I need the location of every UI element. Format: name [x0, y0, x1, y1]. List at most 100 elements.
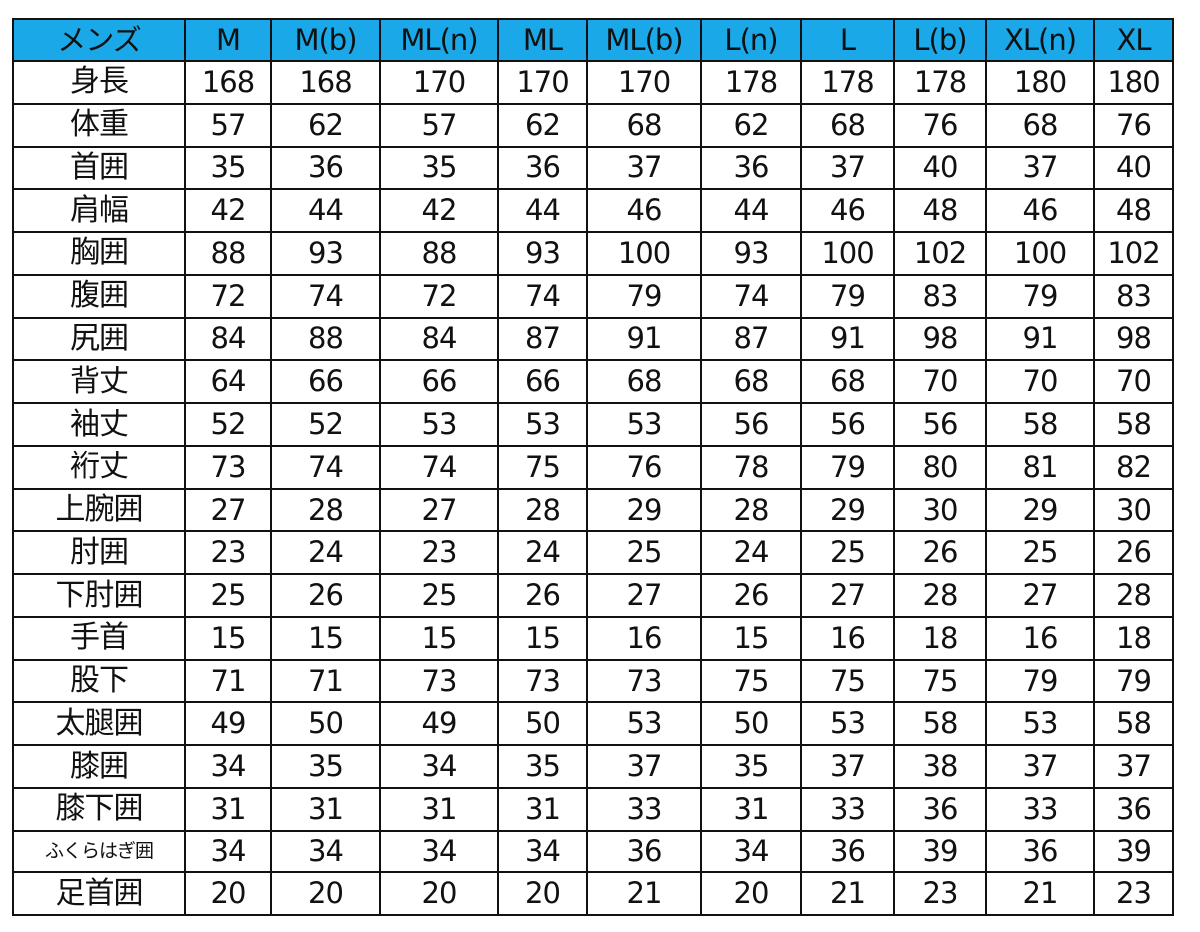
table-cell: 79	[586, 273, 702, 319]
row-label: 膝下囲	[12, 787, 186, 832]
table-cell: 98	[1093, 316, 1174, 362]
table-cell: 49	[184, 701, 272, 747]
table-cell: 48	[1093, 188, 1174, 234]
table-cell: 31	[270, 787, 381, 832]
row-label: 裄丈	[12, 444, 186, 490]
table-cell: 44	[700, 188, 802, 234]
table-cell: 36	[586, 829, 702, 874]
row-label: 肘囲	[12, 530, 186, 576]
table-cell: 78	[700, 444, 802, 490]
table-cell: 73	[497, 658, 588, 704]
table-cell: 180	[1093, 60, 1174, 105]
table-cell: 36	[497, 145, 588, 191]
table-cell: 66	[379, 359, 499, 405]
table-cell: 52	[184, 402, 272, 447]
table-cell: 84	[184, 316, 272, 362]
table-cell: 70	[1093, 359, 1174, 405]
header-size: L	[800, 18, 895, 62]
table-cell: 23	[379, 530, 499, 576]
table-cell: 79	[800, 444, 895, 490]
table-cell: 58	[985, 402, 1095, 447]
table-cell: 72	[379, 273, 499, 319]
table-cell: 53	[586, 402, 702, 447]
table-row: 股下 71 71 73 73 73 75 75 75 79 79	[12, 658, 1174, 704]
table-cell: 37	[800, 744, 895, 790]
table-cell: 88	[379, 231, 499, 276]
table-cell: 75	[700, 658, 802, 704]
table-cell: 25	[985, 530, 1095, 576]
table-cell: 56	[800, 402, 895, 447]
table-cell: 29	[800, 487, 895, 533]
table-cell: 170	[497, 60, 588, 105]
table-cell: 91	[800, 316, 895, 362]
table-cell: 28	[1093, 573, 1174, 618]
table-cell: 46	[800, 188, 895, 234]
table-cell: 38	[893, 744, 987, 790]
table-cell: 82	[1093, 444, 1174, 490]
table-cell: 37	[586, 145, 702, 191]
row-label: 膝囲	[12, 744, 186, 790]
table-cell: 26	[270, 573, 381, 618]
row-label: 袖丈	[12, 402, 186, 447]
table-cell: 168	[270, 60, 381, 105]
table-cell: 62	[700, 102, 802, 148]
table-cell: 93	[497, 231, 588, 276]
table-cell: 37	[586, 744, 702, 790]
table-cell: 28	[893, 573, 987, 618]
table-cell: 44	[497, 188, 588, 234]
table-cell: 87	[497, 316, 588, 362]
table-cell: 44	[270, 188, 381, 234]
table-cell: 74	[270, 273, 381, 319]
table-cell: 25	[586, 530, 702, 576]
table-cell: 15	[270, 615, 381, 661]
table-cell: 75	[893, 658, 987, 704]
header-category: メンズ	[12, 18, 186, 62]
row-label: 首囲	[12, 145, 186, 191]
table-cell: 35	[379, 145, 499, 191]
table-cell: 48	[893, 188, 987, 234]
table-cell: 79	[800, 273, 895, 319]
table-cell: 16	[985, 615, 1095, 661]
table-cell: 74	[497, 273, 588, 319]
header-size: M(b)	[270, 18, 381, 62]
table-cell: 36	[800, 829, 895, 874]
table-cell: 64	[184, 359, 272, 405]
table-cell: 52	[270, 402, 381, 447]
table-cell: 84	[379, 316, 499, 362]
table-cell: 24	[497, 530, 588, 576]
row-label: 尻囲	[12, 316, 186, 362]
table-cell: 178	[893, 60, 987, 105]
table-row: ふくらはぎ囲 34 34 34 34 36 34 36 39 36 39	[12, 829, 1174, 874]
table-row: 胸囲 88 93 88 93 100 93 100 102 100 102	[12, 231, 1174, 276]
table-cell: 53	[379, 402, 499, 447]
table-cell: 98	[893, 316, 987, 362]
table-cell: 75	[497, 444, 588, 490]
table-row: 下肘囲 25 26 25 26 27 26 27 28 27 28	[12, 573, 1174, 618]
row-label: 足首囲	[12, 871, 186, 916]
table-row: 上腕囲 27 28 27 28 29 28 29 30 29 30	[12, 487, 1174, 533]
table-cell: 27	[586, 573, 702, 618]
table-cell: 33	[985, 787, 1095, 832]
table-cell: 68	[800, 359, 895, 405]
table-cell: 81	[985, 444, 1095, 490]
table-cell: 76	[1093, 102, 1174, 148]
table-cell: 46	[586, 188, 702, 234]
header-size: ML	[497, 18, 588, 62]
table-cell: 30	[1093, 487, 1174, 533]
table-cell: 35	[270, 744, 381, 790]
table-cell: 15	[497, 615, 588, 661]
table-cell: 58	[1093, 402, 1174, 447]
table-row: 尻囲 84 88 84 87 91 87 91 98 91 98	[12, 316, 1174, 362]
row-label: 手首	[12, 615, 186, 661]
table-cell: 180	[985, 60, 1095, 105]
table-cell: 34	[184, 829, 272, 874]
table-cell: 83	[893, 273, 987, 319]
table-cell: 68	[586, 359, 702, 405]
table-cell: 26	[497, 573, 588, 618]
table-cell: 91	[985, 316, 1095, 362]
table-cell: 102	[893, 231, 987, 276]
table-cell: 25	[800, 530, 895, 576]
table-cell: 37	[800, 145, 895, 191]
table-cell: 40	[1093, 145, 1174, 191]
table-cell: 18	[1093, 615, 1174, 661]
